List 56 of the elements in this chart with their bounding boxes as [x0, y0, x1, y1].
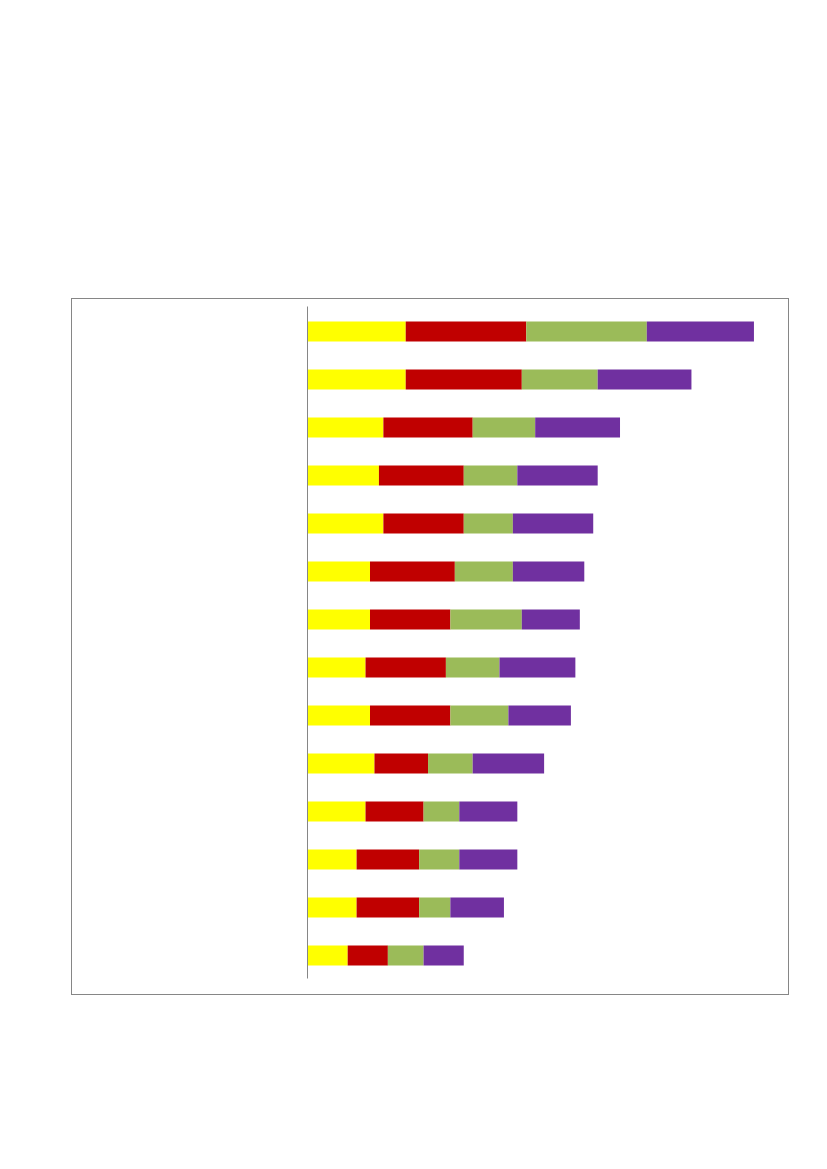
bar [463, 513, 513, 534]
bar [499, 657, 576, 678]
bar [378, 465, 464, 486]
bar [526, 321, 647, 342]
bar [356, 849, 420, 870]
bar [463, 465, 518, 486]
bar [307, 945, 348, 966]
bar [387, 945, 424, 966]
bar [512, 513, 594, 534]
bar [517, 465, 598, 486]
bar [307, 369, 406, 390]
bar [307, 657, 366, 678]
bar [521, 369, 598, 390]
bar [445, 657, 500, 678]
bar [374, 753, 429, 774]
bar [646, 321, 754, 342]
bar [307, 897, 357, 918]
bar [383, 417, 473, 438]
bar [307, 417, 384, 438]
bar [307, 513, 384, 534]
bar [365, 801, 424, 822]
bar [450, 705, 509, 726]
bar [535, 417, 621, 438]
bar [459, 801, 518, 822]
bar [383, 513, 464, 534]
bar [405, 321, 527, 342]
bar [428, 753, 473, 774]
bar [307, 609, 370, 630]
bar [405, 369, 522, 390]
bar [450, 609, 522, 630]
bar [307, 465, 379, 486]
bar [356, 897, 420, 918]
bar [472, 417, 536, 438]
bar [370, 561, 455, 582]
bar [370, 609, 451, 630]
bar [512, 561, 585, 582]
bar [521, 609, 580, 630]
bar [419, 897, 451, 918]
bar [450, 897, 504, 918]
bar [307, 801, 366, 822]
bar [370, 705, 451, 726]
bar [307, 705, 370, 726]
bar [347, 945, 388, 966]
bar [307, 321, 406, 342]
bar [307, 849, 357, 870]
bar [423, 801, 460, 822]
bar [459, 849, 518, 870]
bar [454, 561, 513, 582]
bar [419, 849, 460, 870]
bar [307, 561, 370, 582]
bar [307, 753, 375, 774]
bar [508, 705, 571, 726]
bar [472, 753, 545, 774]
bar [597, 369, 692, 390]
bar [365, 657, 446, 678]
bar [423, 945, 464, 966]
